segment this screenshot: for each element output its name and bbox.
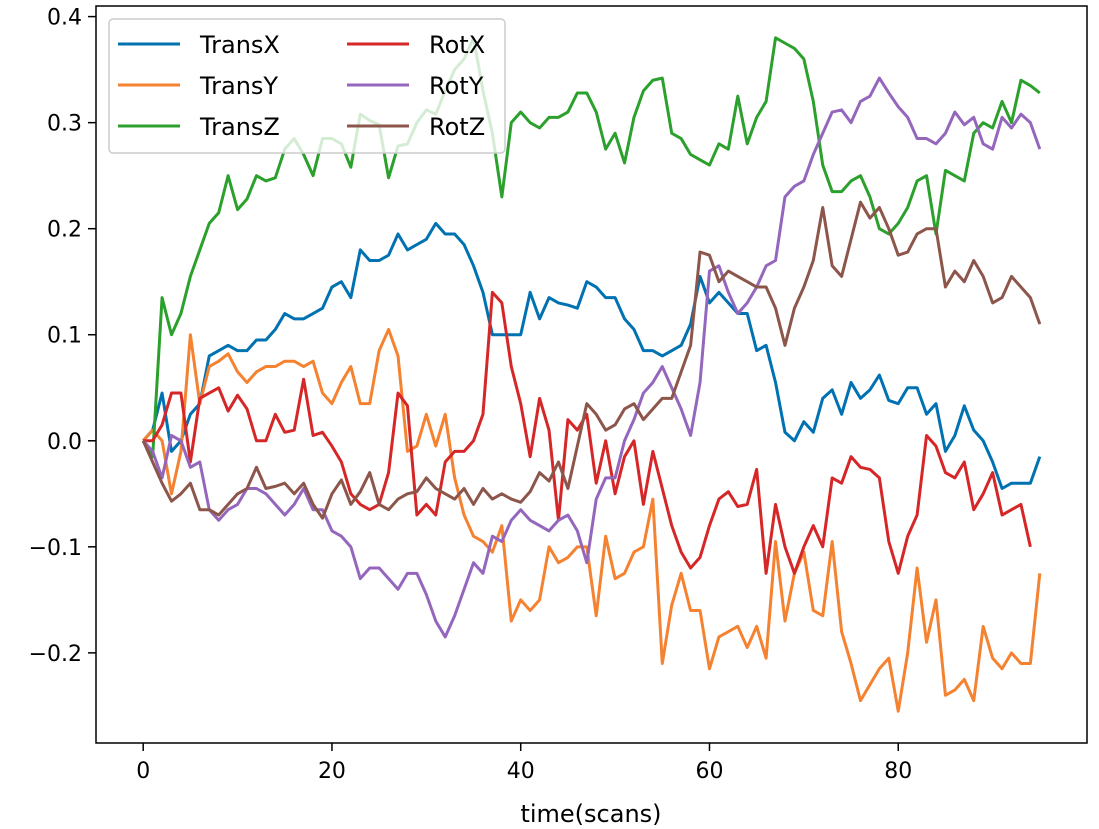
legend-label-rotx: RotX bbox=[429, 31, 485, 59]
x-tick-label: 20 bbox=[318, 759, 346, 784]
y-tick-label: 0.0 bbox=[47, 430, 82, 455]
x-tick-label: 80 bbox=[884, 759, 912, 784]
legend-label-rotz: RotZ bbox=[429, 113, 485, 141]
legend-label-transy: TransY bbox=[199, 72, 278, 100]
x-tick-label: 0 bbox=[136, 759, 150, 784]
y-tick-label: 0.3 bbox=[47, 112, 82, 137]
y-tick-label: 0.2 bbox=[47, 218, 82, 243]
series-line-transx bbox=[142, 221, 1042, 490]
legend-label-transx: TransX bbox=[199, 31, 280, 59]
y-tick-label: −0.2 bbox=[29, 642, 82, 667]
x-tick-label: 40 bbox=[507, 759, 535, 784]
plot-frame bbox=[95, 5, 1088, 744]
x-tick-label: 60 bbox=[695, 759, 723, 784]
series-line-rotz bbox=[141, 200, 1042, 520]
legend-label-transz: TransZ bbox=[199, 113, 280, 141]
y-tick-label: 0.1 bbox=[47, 324, 82, 349]
y-tick-label: −0.1 bbox=[29, 536, 82, 561]
legend: TransX TransY TransZ RotX RotY RotZ bbox=[108, 18, 506, 154]
x-axis-label: time(scans) bbox=[520, 800, 661, 828]
y-tick-label: 0.4 bbox=[47, 6, 82, 31]
x-axis: 0 20 40 60 80 bbox=[136, 743, 912, 784]
series-line-transy bbox=[142, 327, 1042, 713]
series-line-rotx bbox=[143, 290, 1032, 575]
legend-frame bbox=[108, 18, 506, 154]
y-axis: −0.2 −0.1 0.0 0.1 0.2 0.3 0.4 bbox=[29, 6, 96, 667]
series-line-roty bbox=[142, 76, 1042, 639]
legend-label-roty: RotY bbox=[429, 72, 484, 100]
